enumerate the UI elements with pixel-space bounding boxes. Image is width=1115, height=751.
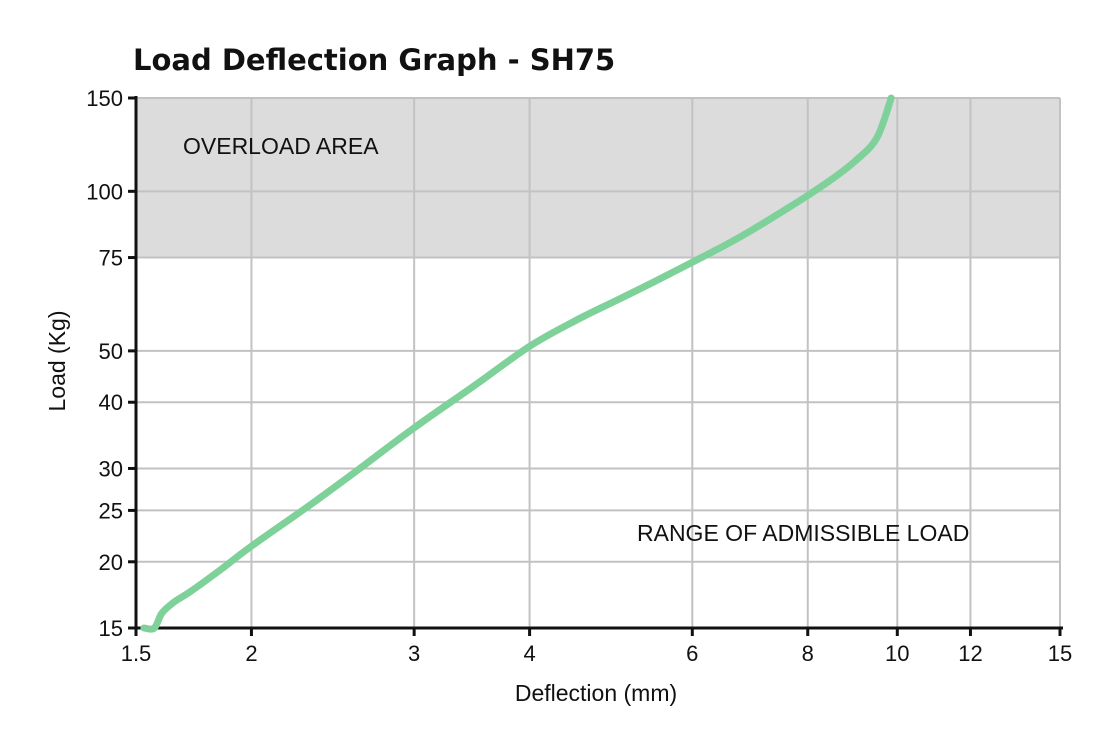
grid-lines [136,97,1061,628]
x-tick-label: 1.5 [121,641,152,666]
y-axis-label: Load (Kg) [44,310,70,411]
x-tick-label: 2 [245,641,257,666]
y-axis-ticks: 15 20 25 30 40 50 75 100 150 [86,86,136,641]
x-tick-label: 3 [408,641,420,666]
x-tick-label: 4 [523,641,535,666]
overload-area-region [136,98,1060,258]
y-tick-label: 75 [99,246,123,271]
x-tick-label: 8 [802,641,814,666]
x-tick-label: 12 [958,641,982,666]
y-tick-label: 100 [86,179,123,204]
y-tick-label: 20 [99,550,123,575]
overload-area-label: OVERLOAD AREA [183,133,379,159]
admissible-range-label: RANGE OF ADMISSIBLE LOAD [637,520,969,546]
x-axis-ticks: 1.5 2 3 4 6 8 10 12 15 [121,628,1072,666]
y-tick-label: 40 [99,390,123,415]
y-tick-label: 15 [99,616,123,641]
y-tick-label: 30 [99,456,123,481]
x-tick-label: 15 [1048,641,1072,666]
chart-title: Load Deflection Graph - SH75 [133,43,615,77]
y-tick-label: 50 [99,339,123,364]
x-tick-label: 10 [885,641,909,666]
y-tick-label: 150 [86,86,123,111]
y-tick-label: 25 [99,498,123,523]
load-deflection-curve [140,94,895,633]
x-axis-label: Deflection (mm) [515,680,677,706]
x-tick-label: 6 [686,641,698,666]
